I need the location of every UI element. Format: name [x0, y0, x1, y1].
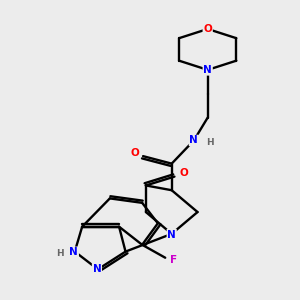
Text: N: N	[92, 264, 101, 274]
Text: N: N	[70, 247, 78, 257]
Text: N: N	[190, 136, 198, 146]
Text: N: N	[167, 230, 176, 239]
Text: H: H	[206, 138, 214, 147]
Text: O: O	[203, 24, 212, 34]
Text: N: N	[203, 65, 212, 75]
Text: F: F	[170, 255, 177, 265]
Text: H: H	[56, 249, 64, 258]
Text: O: O	[179, 168, 188, 178]
Text: O: O	[130, 148, 139, 158]
